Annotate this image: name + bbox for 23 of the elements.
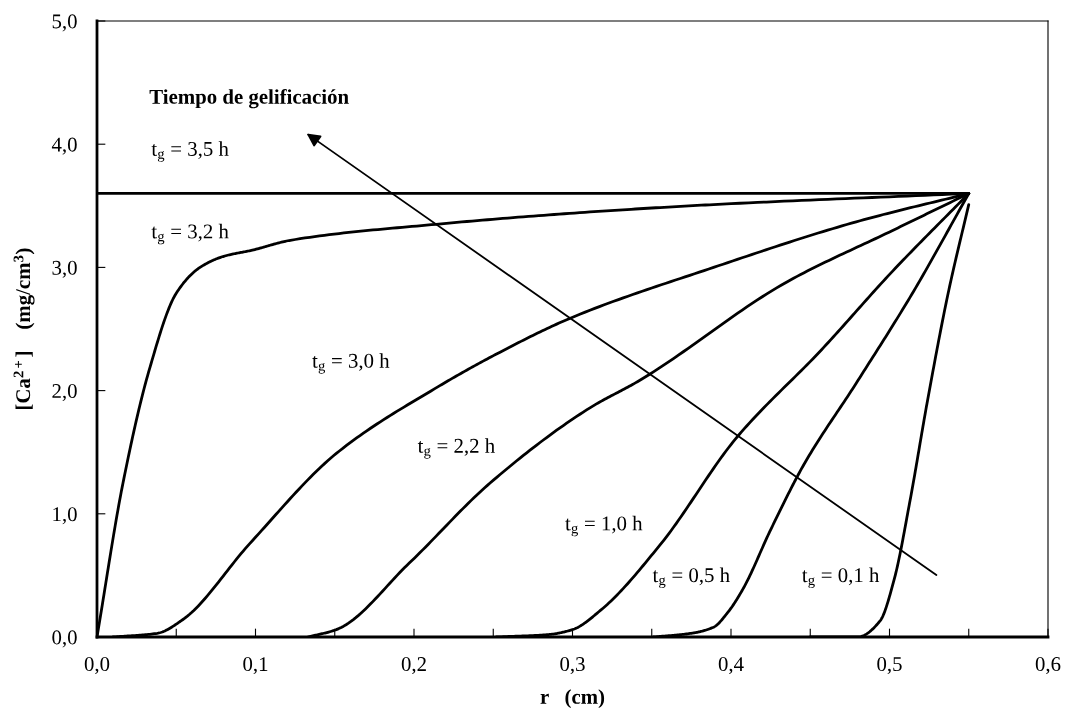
- y-tick-label: 3,0: [52, 260, 77, 278]
- y-tick-label: 4,0: [51, 137, 77, 155]
- annotation: t$_{g}$ = 3,5 h: [151, 141, 229, 162]
- x-tick-label: 0,2: [401, 657, 426, 675]
- x-tick-label: 0,1: [243, 657, 268, 675]
- annotation: t$_{g}$ = 3,2 h: [151, 223, 229, 245]
- annotation: t$_{g}$ = 0,1 h: [802, 567, 880, 589]
- y-tick-label: 2,0: [52, 383, 77, 402]
- annotation: t$_{g}$ = 1,0 h: [565, 515, 643, 537]
- x-tick-label: 0,0: [84, 657, 110, 675]
- y-tick-label: 5,0: [52, 14, 77, 32]
- annotation: t$_{g}$ = 2,2 h: [417, 438, 495, 459]
- y-tick-label: 0,0: [52, 630, 77, 648]
- x-axis-title: r (cm): [540, 689, 605, 709]
- x-tick-label: 0,4: [718, 657, 744, 675]
- y-tick-label: 1,0: [53, 507, 77, 525]
- annotation: Tiempo de gelificación: [149, 88, 349, 109]
- x-tick-label: 0,6: [1035, 657, 1061, 675]
- annotation: t$_{g}$ = 0,5 h: [652, 567, 730, 589]
- y-axis-title: [Ca$^{2+}$] (mg/cm$^{3}$): [13, 248, 35, 410]
- x-tick-label: 0,3: [560, 657, 585, 675]
- x-tick-label: 0,5: [877, 657, 902, 675]
- annotation: t$_{g}$ = 3,0 h: [312, 353, 390, 374]
